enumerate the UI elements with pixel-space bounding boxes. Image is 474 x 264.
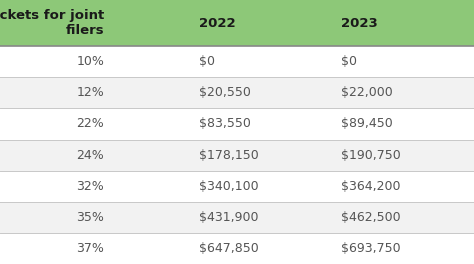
Text: $83,550: $83,550: [199, 117, 251, 130]
Bar: [0, 77, 474, 109]
Bar: [0, 46, 474, 77]
Text: $462,500: $462,500: [341, 211, 401, 224]
Text: 22%: 22%: [76, 117, 104, 130]
Text: $431,900: $431,900: [199, 211, 259, 224]
Text: 12%: 12%: [76, 86, 104, 99]
Bar: [0, 202, 474, 233]
Text: 35%: 35%: [76, 211, 104, 224]
Text: $364,200: $364,200: [341, 180, 401, 193]
Bar: [0, 233, 474, 264]
Text: $0: $0: [341, 55, 357, 68]
Text: $693,750: $693,750: [341, 242, 401, 255]
Text: $340,100: $340,100: [199, 180, 259, 193]
Text: $647,850: $647,850: [199, 242, 259, 255]
Text: $20,550: $20,550: [199, 86, 251, 99]
Text: 32%: 32%: [76, 180, 104, 193]
Bar: [0, 109, 474, 140]
Text: 24%: 24%: [76, 149, 104, 162]
Text: 2023: 2023: [341, 17, 378, 30]
Text: $0: $0: [199, 55, 215, 68]
Text: 37%: 37%: [76, 242, 104, 255]
Text: Tax brackets for joint
filers: Tax brackets for joint filers: [0, 9, 104, 37]
Text: $190,750: $190,750: [341, 149, 401, 162]
Text: $178,150: $178,150: [199, 149, 259, 162]
Bar: [0, 140, 474, 171]
Text: 10%: 10%: [76, 55, 104, 68]
Bar: [0, 0, 474, 46]
Text: $22,000: $22,000: [341, 86, 393, 99]
Text: 2022: 2022: [199, 17, 236, 30]
Bar: [0, 171, 474, 202]
Text: $89,450: $89,450: [341, 117, 393, 130]
